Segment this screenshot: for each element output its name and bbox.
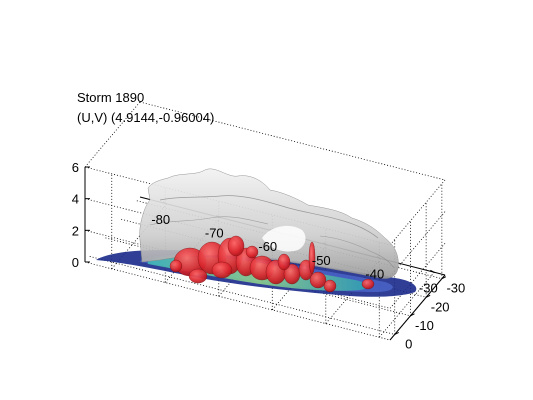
core-surface: [169, 235, 375, 293]
core-blob: [308, 241, 316, 275]
grid-line: [139, 101, 446, 181]
x-axis-ticks: -80 -70 -60 -50 -40 -30: [151, 212, 437, 295]
y-tick-mark: [425, 294, 431, 298]
x-tick-label: -60: [258, 239, 277, 254]
core-blob: [211, 261, 233, 279]
core-blob: [188, 268, 208, 284]
grid-line: [389, 243, 446, 309]
y-tick-label: -20: [431, 299, 450, 314]
core-blob: [169, 259, 183, 273]
grid-line: [378, 272, 435, 338]
z-tick-label: 0: [72, 255, 79, 270]
y-tick-label: -10: [415, 318, 434, 333]
y-axis-line: [389, 274, 446, 341]
x-tick-label: -50: [312, 253, 331, 268]
grid-line: [111, 203, 168, 270]
y-tick-mark: [410, 313, 415, 317]
chart-subtitle: (U,V) (4.9144,-0.96004): [77, 110, 215, 125]
grid-line: [84, 101, 141, 168]
x-tick-label: -70: [205, 226, 224, 241]
y-tick-mark: [394, 331, 399, 335]
x-tick-label: -80: [151, 212, 170, 227]
core-blob: [361, 278, 375, 290]
y-tick-label: 0: [405, 336, 412, 351]
y-tick-mark: [441, 276, 447, 280]
core-blob: [245, 245, 259, 259]
x-tick-label: -40: [365, 267, 384, 282]
x-tick-label: -30: [419, 280, 438, 295]
cloud-ridge-3: [319, 235, 395, 269]
core-blob: [323, 279, 337, 293]
z-tick-label: 4: [72, 192, 79, 207]
x-tick-mark: [430, 269, 435, 273]
grid-line: [389, 179, 446, 246]
y-tick-label: -30: [446, 281, 465, 296]
z-tick-label: 2: [72, 223, 79, 238]
grid-line: [389, 211, 446, 277]
y-axis-ticks: 0-10 -20 -30: [405, 281, 465, 352]
cloud-arch-hole: [262, 225, 306, 252]
z-tick-label: 6: [72, 160, 79, 175]
z-axis-ticks: 0 2 4 6: [72, 160, 79, 270]
chart-title: Storm 1890: [77, 90, 145, 105]
core-blob: [309, 271, 327, 289]
cloud-ridge-2: [149, 216, 269, 226]
core-blob: [227, 235, 245, 257]
core-blob: [277, 253, 291, 271]
cloud-ridge: [159, 195, 379, 239]
